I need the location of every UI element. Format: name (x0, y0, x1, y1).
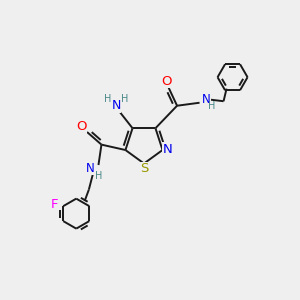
Text: O: O (161, 75, 172, 88)
Text: H: H (95, 171, 102, 182)
Text: O: O (76, 120, 86, 133)
Text: N: N (111, 99, 121, 112)
Text: H: H (208, 101, 216, 111)
Text: F: F (51, 198, 59, 211)
Text: N: N (202, 93, 211, 106)
Text: N: N (86, 161, 94, 175)
Text: H: H (122, 94, 129, 104)
Text: S: S (140, 162, 149, 176)
Text: H: H (104, 94, 111, 104)
Text: N: N (163, 143, 173, 156)
